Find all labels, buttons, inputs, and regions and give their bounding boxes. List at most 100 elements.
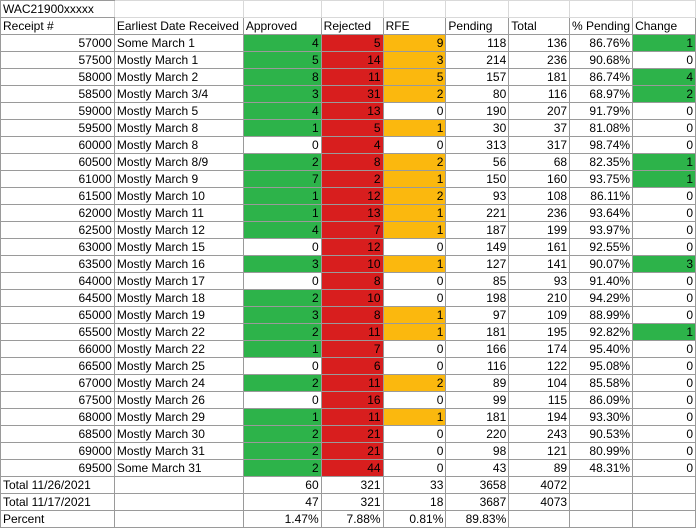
cell-date[interactable]: Mostly March 1 [113,51,244,69]
header-approved[interactable]: Approved [242,17,322,35]
summary-rfe[interactable]: 33 [382,476,447,494]
cell-receipt[interactable]: 59000 [0,102,115,120]
cell-approved[interactable]: 1 [242,119,322,137]
cell-pending[interactable]: 85 [445,272,510,290]
cell-receipt[interactable]: 69500 [0,459,115,477]
cell-approved[interactable]: 2 [242,425,322,443]
cell-change[interactable]: 0 [632,289,696,307]
summary-label[interactable]: Total 11/26/2021 [0,476,115,494]
cell-pct-pending[interactable]: 86.74% [569,68,634,86]
cell-rfe[interactable]: 0 [382,102,447,120]
cell-change[interactable]: 0 [632,391,696,409]
cell-date[interactable]: Mostly March 3/4 [113,85,244,103]
cell-change[interactable]: 4 [632,68,696,86]
cell-pct-pending[interactable]: 82.35% [569,153,634,171]
cell-receipt[interactable]: 62000 [0,204,115,222]
cell-rfe[interactable]: 2 [382,187,447,205]
summary-empty[interactable] [632,493,696,511]
cell-receipt[interactable]: 64500 [0,289,115,307]
cell-pct-pending[interactable]: 98.74% [569,136,634,154]
summary-pending[interactable]: 3658 [445,476,510,494]
cell-approved[interactable]: 2 [242,153,322,171]
cell-approved[interactable]: 3 [242,255,322,273]
cell-pct-pending[interactable]: 91.79% [569,102,634,120]
cell-receipt[interactable]: 61000 [0,170,115,188]
cell-total[interactable]: 161 [508,238,571,256]
cell-total[interactable]: 141 [508,255,571,273]
cell-pct-pending[interactable]: 91.40% [569,272,634,290]
cell-pct-pending[interactable]: 88.99% [569,306,634,324]
cell-rejected[interactable]: 31 [320,85,384,103]
cell-total[interactable]: 115 [508,391,571,409]
cell-change[interactable]: 0 [632,306,696,324]
cell-total[interactable]: 236 [508,51,571,69]
cell-date[interactable]: Mostly March 18 [113,289,244,307]
cell-rejected[interactable]: 8 [320,272,384,290]
cell-approved[interactable]: 2 [242,289,322,307]
cell-change[interactable]: 0 [632,238,696,256]
cell-rfe[interactable]: 2 [382,85,447,103]
cell-change[interactable]: 0 [632,102,696,120]
cell-rfe[interactable]: 0 [382,425,447,443]
cell-total[interactable]: 104 [508,374,571,392]
cell-approved[interactable]: 4 [242,102,322,120]
cell-receipt[interactable]: 57000 [0,34,115,52]
cell-total[interactable]: 108 [508,187,571,205]
cell-date[interactable]: Mostly March 31 [113,442,244,460]
cell-change[interactable]: 0 [632,136,696,154]
cell-rfe[interactable]: 0 [382,272,447,290]
cell-change[interactable]: 1 [632,34,696,52]
cell-pct-pending[interactable]: 90.53% [569,425,634,443]
summary-rfe[interactable]: 18 [382,493,447,511]
cell-approved[interactable]: 4 [242,221,322,239]
cell-total[interactable]: 199 [508,221,571,239]
cell-approved[interactable]: 0 [242,136,322,154]
cell-approved[interactable]: 1 [242,187,322,205]
cell-pending[interactable]: 190 [445,102,510,120]
cell-rejected[interactable]: 13 [320,102,384,120]
header-rejected[interactable]: Rejected [320,17,384,35]
cell-change[interactable]: 0 [632,204,696,222]
header-pending[interactable]: Pending [445,17,510,35]
cell-date[interactable]: Mostly March 19 [113,306,244,324]
cell-pending[interactable]: 150 [445,170,510,188]
cell-rejected[interactable]: 8 [320,306,384,324]
cell-receipt[interactable]: 58500 [0,85,115,103]
cell-date[interactable]: Mostly March 5 [113,102,244,120]
cell-pending[interactable]: 89 [445,374,510,392]
cell-change[interactable]: 3 [632,255,696,273]
summary-empty[interactable] [569,510,634,528]
cell-total[interactable]: 122 [508,357,571,375]
cell-total[interactable]: 89 [508,459,571,477]
cell-receipt[interactable]: 68500 [0,425,115,443]
cell-pct-pending[interactable]: 95.40% [569,340,634,358]
cell-approved[interactable]: 2 [242,442,322,460]
cell-date[interactable]: Some March 1 [113,34,244,52]
header-pct-pending[interactable]: % Pending [569,17,634,35]
cell-pending[interactable]: 56 [445,153,510,171]
summary-empty[interactable] [632,476,696,494]
cell-approved[interactable]: 1 [242,408,322,426]
cell-approved[interactable]: 4 [242,34,322,52]
cell-date[interactable]: Mostly March 8/9 [113,153,244,171]
cell-change[interactable]: 2 [632,85,696,103]
cell-total[interactable]: 93 [508,272,571,290]
summary-empty[interactable] [569,493,634,511]
cell-pending[interactable]: 220 [445,425,510,443]
cell-total[interactable]: 194 [508,408,571,426]
cell-approved[interactable]: 1 [242,340,322,358]
cell-change[interactable]: 0 [632,51,696,69]
cell-change[interactable]: 1 [632,170,696,188]
summary-pending[interactable]: 89.83% [445,510,510,528]
cell-rejected[interactable]: 2 [320,170,384,188]
cell-rejected[interactable]: 11 [320,408,384,426]
cell-pct-pending[interactable]: 86.76% [569,34,634,52]
cell-pct-pending[interactable]: 93.30% [569,408,634,426]
header-change[interactable]: Change [632,17,696,35]
cell-rfe[interactable]: 2 [382,374,447,392]
cell-date[interactable]: Mostly March 9 [113,170,244,188]
cell-pending[interactable]: 127 [445,255,510,273]
cell-pct-pending[interactable]: 93.75% [569,170,634,188]
sheet-title[interactable]: WAC21900xxxxx [0,0,115,18]
cell-pending[interactable]: 98 [445,442,510,460]
